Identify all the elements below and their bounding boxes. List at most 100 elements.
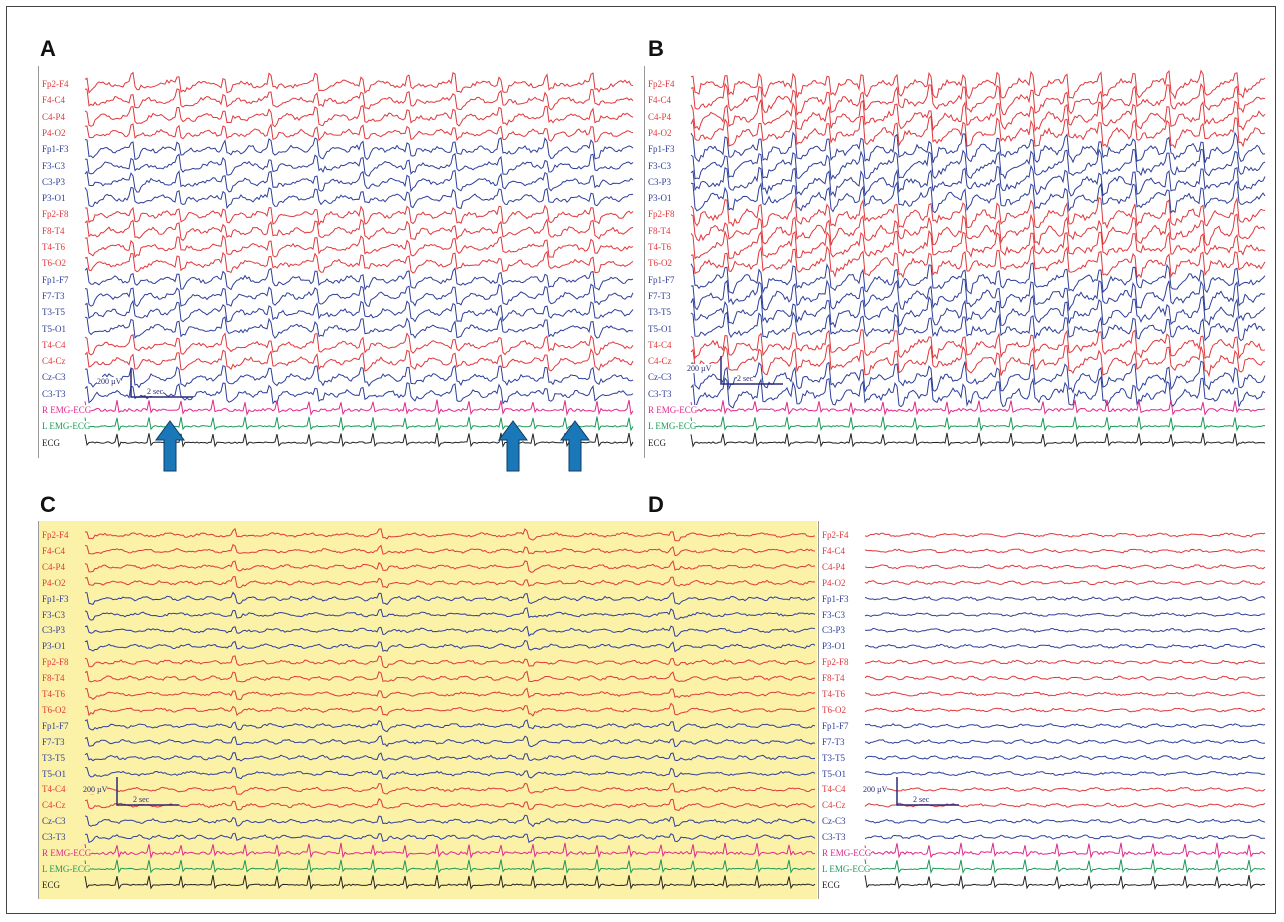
trace-c4-cz [864, 802, 1266, 808]
eeg-traces [864, 532, 1266, 891]
channel-label: T5-O1 [822, 768, 846, 779]
channel-label: C3-T3 [42, 388, 66, 399]
trace-c4-p4 [84, 104, 634, 128]
channel-label: Fp1-F3 [822, 593, 849, 604]
channel-label: R EMG-ECG [42, 848, 92, 858]
channel-label: F8-T4 [648, 225, 671, 236]
channel-label: P4-O2 [648, 127, 672, 138]
trace-c4-p4 [84, 560, 816, 573]
channel-label: ECG [42, 879, 60, 890]
trace-c3-t3 [84, 382, 634, 405]
trace-p3-o1 [690, 180, 1266, 214]
channel-label: T3-T5 [822, 752, 845, 763]
calibration-time: 2 sec [133, 795, 150, 804]
channel-label: Fp2-F8 [822, 657, 849, 668]
channel-label: C3-P3 [822, 625, 846, 636]
channel-label: T3-T5 [42, 752, 65, 763]
channel-label: F7-T3 [42, 290, 65, 301]
trace-t5-o1 [864, 770, 1266, 777]
trace-fp1-f3 [84, 137, 634, 161]
channel-label: Cz-C3 [42, 372, 66, 383]
trace-f7-t3 [690, 278, 1266, 312]
channel-label: L EMG-ECG [822, 863, 871, 874]
trace-c4-p4 [864, 564, 1266, 570]
trace-l-emg-ecg [864, 859, 1266, 875]
channel-label: F3-C3 [42, 609, 66, 620]
arrow-up-icon [498, 420, 528, 477]
trace-cz-c3 [84, 814, 816, 828]
calibration-bar [130, 369, 193, 398]
trace-p4-o2 [690, 114, 1266, 149]
channel-label: L EMG-ECG [648, 421, 697, 432]
trace-c3-t3 [864, 834, 1266, 840]
eeg-panel-b: Fp2-F4 F4-C4 C4-P4 P4-O2 Fp1-F3 F3-C3 C3-P3 P3-… [644, 66, 1267, 458]
channel-label: Cz-C3 [42, 816, 66, 827]
channel-label: T4-C4 [42, 339, 66, 350]
trace-c3-p3 [84, 625, 816, 637]
trace-f3-c3 [84, 607, 816, 621]
trace-r-emg-ecg [864, 842, 1266, 860]
calibration-amplitude: 200 µV [97, 377, 122, 386]
channel-label: T3-T5 [42, 307, 65, 318]
channel-label: Cz-C3 [822, 816, 846, 827]
trace-t6-o2 [84, 702, 816, 717]
channel-label: C4-P4 [42, 111, 66, 122]
panel-label-c: C [40, 492, 56, 517]
trace-f8-t4 [84, 217, 634, 242]
channel-label: L EMG-ECG [42, 863, 91, 874]
channel-label: Fp2-F4 [42, 530, 69, 540]
trace-cz-c3 [864, 818, 1266, 824]
trace-p4-o2 [84, 575, 816, 589]
channel-label: T6-O2 [42, 704, 66, 715]
channel-label: F4-C4 [42, 95, 66, 106]
arrow-up-icon [155, 420, 185, 477]
trace-p3-o1 [864, 643, 1266, 649]
eeg-traces [690, 69, 1266, 448]
channel-label: F3-C3 [42, 160, 66, 171]
trace-f3-c3 [864, 612, 1266, 618]
calibration-time: 2 sec [737, 374, 754, 383]
trace-c4-cz [84, 797, 816, 811]
channel-label: ECG [648, 437, 666, 448]
trace-cz-c3 [691, 360, 1266, 394]
trace-f3-c3 [84, 152, 634, 177]
trace-r-emg-ecg [690, 399, 1266, 417]
trace-t6-o2 [84, 250, 634, 274]
trace-p4-o2 [864, 580, 1266, 585]
trace-fp1-f3 [84, 591, 816, 606]
channel-label: Fp2-F8 [42, 657, 69, 668]
trace-fp2-f8 [864, 659, 1266, 665]
trace-t4-t6 [84, 234, 634, 259]
calibration-bar [896, 777, 959, 806]
trace-r-emg-ecg [84, 842, 815, 860]
calibration-amplitude: 200 µV [83, 785, 108, 794]
eeg-panel-a: Fp2-F4 F4-C4 C4-P4 P4-O2 Fp1-F3 F3-C3 C3-P3 P3-… [38, 66, 635, 458]
channel-label: Fp1-F7 [648, 274, 675, 285]
channel-label: T6-O2 [822, 704, 846, 715]
trace-c4-cz [84, 348, 634, 372]
trace-t4-c4 [864, 786, 1266, 792]
channel-label: P4-O2 [822, 577, 846, 588]
trace-f7-t3 [84, 735, 816, 748]
channel-label: C3-T3 [42, 832, 66, 843]
calibration-time: 2 sec [147, 387, 164, 396]
trace-fp2-f8 [84, 655, 816, 669]
trace-p3-o1 [84, 639, 816, 653]
channel-label: F3-C3 [822, 609, 846, 620]
channel-label: C3-T3 [648, 388, 672, 399]
trace-c3-t3 [84, 832, 816, 844]
channel-label: R EMG-ECG [648, 405, 698, 415]
trace-t5-o1 [84, 316, 634, 339]
channel-label: P3-O1 [822, 641, 846, 652]
trace-t4-c4 [84, 332, 634, 356]
trace-t3-t5 [690, 293, 1266, 329]
channel-label: Fp2-F4 [822, 530, 849, 540]
trace-f7-t3 [864, 739, 1266, 745]
trace-p4-o2 [84, 123, 634, 143]
panel-label-b: B [648, 36, 664, 61]
trace-f4-c4 [864, 548, 1266, 554]
channel-label: C4-Cz [42, 800, 66, 811]
trace-f4-c4 [84, 543, 816, 557]
channel-label: T4-T6 [648, 242, 671, 252]
trace-t4-c4 [84, 782, 816, 795]
